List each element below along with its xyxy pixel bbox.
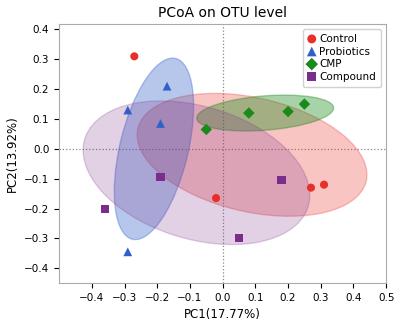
Probiotics <box>124 249 131 254</box>
Control <box>308 185 314 190</box>
Legend: Control, Probiotics, CMP, Compound: Control, Probiotics, CMP, Compound <box>304 29 381 87</box>
Control <box>321 182 327 187</box>
CMP <box>246 111 252 116</box>
Title: PCoA on OTU level: PCoA on OTU level <box>158 6 287 20</box>
X-axis label: PC1(17.77%): PC1(17.77%) <box>184 308 261 321</box>
Compound <box>278 178 285 183</box>
CMP <box>301 101 308 107</box>
Probiotics <box>164 84 170 89</box>
CMP <box>203 127 210 132</box>
Control <box>131 54 138 59</box>
Ellipse shape <box>83 101 310 245</box>
CMP <box>285 109 291 114</box>
Ellipse shape <box>137 94 367 216</box>
Compound <box>236 236 242 241</box>
Compound <box>102 206 108 211</box>
Ellipse shape <box>197 95 334 131</box>
Ellipse shape <box>114 58 194 240</box>
Compound <box>157 175 164 180</box>
Y-axis label: PC2(13.92%): PC2(13.92%) <box>6 115 18 192</box>
Probiotics <box>157 121 164 126</box>
Control <box>213 196 219 201</box>
Probiotics <box>124 108 131 113</box>
